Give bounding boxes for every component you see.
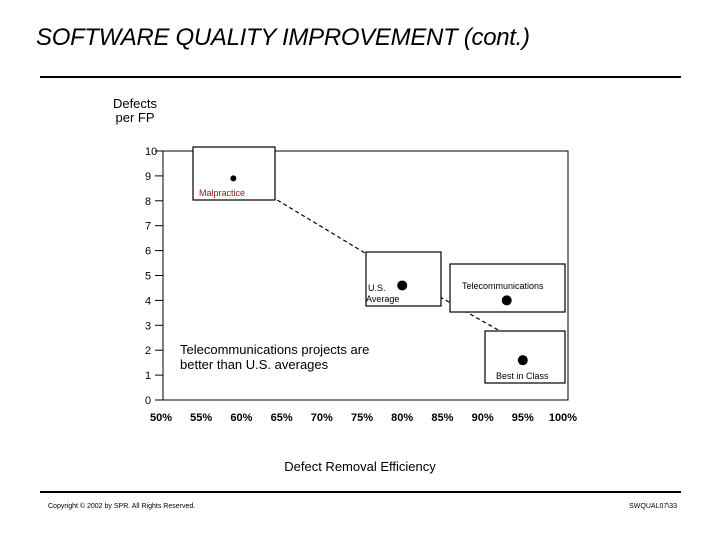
slide-title: SOFTWARE QUALITY IMPROVEMENT (cont.): [36, 24, 530, 51]
y-tick-label: 3: [145, 320, 151, 332]
data-point: [397, 280, 408, 291]
x-tick-label: 60%: [230, 412, 252, 424]
x-tick-label: 55%: [190, 412, 212, 424]
x-tick-label: 75%: [351, 412, 373, 424]
slide-code: SWQUAL07\33: [629, 503, 677, 510]
x-tick-label: 65%: [271, 412, 293, 424]
x-axis-label: Defect Removal Efficiency: [284, 459, 436, 474]
x-tick-label: 50%: [150, 412, 172, 424]
annotation-line-2: better than U.S. averages: [180, 357, 329, 372]
point-label-us-average-line-1: U.S.: [368, 283, 386, 293]
y-tick-label: 4: [145, 295, 151, 307]
point-label-box: [365, 251, 442, 307]
point-label-box: [192, 146, 276, 201]
y-tick-label: 9: [145, 171, 151, 183]
y-tick-label: 10: [145, 146, 157, 158]
data-point: [501, 295, 512, 306]
y-tick-label: 8: [145, 196, 151, 208]
y-axis-label: Defects per FP: [100, 97, 170, 125]
y-tick-label: 5: [145, 271, 151, 283]
y-axis-label-line-2: per FP: [115, 110, 155, 125]
point-label-best-in-class: Best in Class: [496, 371, 549, 381]
point-label-telecommunications: Telecommunications: [462, 281, 544, 291]
data-point: [517, 355, 528, 366]
x-tick-label: 90%: [472, 412, 494, 424]
y-tick-label: 7: [145, 221, 151, 233]
x-tick-label: 95%: [512, 412, 534, 424]
point-label-us-average-line-2: Average: [366, 294, 399, 304]
data-point: [230, 175, 237, 182]
footer-divider: [40, 491, 681, 493]
x-tick-label: 80%: [391, 412, 413, 424]
y-tick-label: 2: [145, 345, 151, 357]
x-tick-label: 100%: [549, 412, 577, 424]
y-tick-label: 1: [145, 370, 151, 382]
annotation-line-1: Telecommunications projects are: [180, 342, 369, 357]
y-tick-label: 0: [145, 395, 151, 407]
y-tick-label: 6: [145, 246, 151, 258]
copyright-text: Copyright © 2002 by SPR. All Rights Rese…: [48, 503, 196, 510]
title-divider: [40, 76, 681, 78]
x-tick-label: 85%: [431, 412, 453, 424]
x-tick-label: 70%: [311, 412, 333, 424]
point-label-malpractice: Malpractice: [199, 188, 245, 198]
y-axis-label-line-1: Defects: [112, 96, 158, 111]
